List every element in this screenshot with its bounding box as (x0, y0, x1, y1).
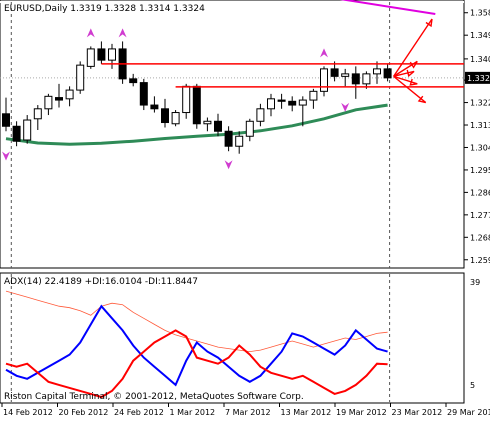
bear-candle-body (214, 120, 222, 132)
price-tick-label: 1.2775 (470, 211, 490, 220)
price-tick-label: 1.2595 (470, 256, 490, 265)
projection-arrow (393, 75, 418, 85)
fractal-up-icon (118, 28, 127, 38)
bear-candle-body (277, 99, 286, 102)
bear-candle-body (383, 68, 392, 79)
bull-candle-body (256, 108, 265, 122)
indicator-title: ADX(14) 22.4189 +DI:16.0104 -DI:11.8447 (4, 277, 198, 287)
indicator-panel[interactable] (0, 272, 465, 404)
price-tick-label: 1.2865 (470, 188, 490, 197)
adx-lines: 39 5 (5, 278, 480, 399)
fractal-up-icon (86, 28, 95, 38)
bull-candle-body (33, 108, 42, 120)
bull-candle-body (235, 135, 244, 147)
candles (2, 41, 392, 154)
bear-candle-body (351, 73, 360, 85)
bull-candle-body (171, 112, 180, 125)
bull-candle-body (245, 120, 254, 137)
bull-candle-body (267, 98, 275, 110)
minus-di-line (5, 329, 388, 399)
moving-average (5, 103, 388, 146)
bull-candle-body (362, 73, 371, 85)
bull-candle-body (373, 68, 381, 75)
chart-drawings (101, 0, 464, 104)
price-tick-label: 1.3495 (470, 31, 490, 40)
price-tick-label: 1.3045 (470, 143, 490, 152)
panel-top-strip (0, 1, 464, 3)
trend-line (339, 0, 436, 15)
bear-candle-body (224, 130, 233, 147)
price-axis: 1.35851.34951.34001.33151.32251.31351.30… (464, 9, 490, 265)
price-tick-label: 1.2955 (470, 166, 490, 175)
bull-candle-body (203, 120, 212, 125)
time-tick-label: 29 Mar 2012 (447, 408, 490, 417)
projection-arrowhead (406, 69, 415, 78)
price-tick-label: 1.3585 (470, 9, 490, 18)
fractal-arrows (2, 28, 350, 170)
time-tick-label: 1 Mar 2012 (170, 408, 216, 417)
fractal-down-icon (224, 160, 233, 170)
bear-candle-body (97, 48, 106, 61)
bear-candle-body (2, 113, 10, 127)
plus-di-line (5, 304, 388, 387)
bear-candle-body (161, 108, 169, 124)
time-tick-label: 24 Feb 2012 (114, 408, 164, 417)
time-axis: 14 Feb 2012 20 Feb 2012 24 Feb 2012 1 Mar 2… (1, 403, 490, 417)
bull-candle-body (182, 85, 191, 114)
time-tick-label: 19 Mar 2012 (336, 408, 387, 417)
bull-candle-body (76, 64, 85, 91)
price-tick-label: 1.2685 (470, 233, 490, 242)
price-tick-label: 1.3400 (470, 55, 490, 64)
time-tick-label: 23 Mar 2012 (392, 408, 443, 417)
current-price-box (465, 71, 490, 84)
bull-candle-body (309, 90, 318, 101)
fractal-down-icon (341, 102, 350, 112)
moving-average-line (5, 103, 388, 146)
bull-candle-body (44, 95, 53, 110)
time-tick-label: 13 Mar 2012 (281, 408, 332, 417)
indicator-tick-label: 39 (470, 278, 480, 287)
bull-candle-body (86, 48, 95, 67)
projection-arrowhead (425, 18, 433, 28)
bear-candle-body (129, 78, 138, 84)
bull-candle-body (298, 99, 307, 106)
bull-candle-body (108, 48, 116, 61)
copyright-label: Riston Capital Terminal, © 2001-2012, Me… (4, 392, 304, 402)
time-tick-label: 7 Mar 2012 (225, 408, 271, 417)
bull-candle-body (65, 89, 74, 100)
price-grid (0, 2, 464, 402)
projection-arrow (393, 60, 418, 77)
fractal-down-icon (2, 151, 10, 161)
main-chart-title: EURUSD,Daily 1.3319 1.3328 1.3314 1.3324 (4, 4, 205, 14)
price-tick-label: 1.3135 (470, 121, 490, 130)
time-tick-label: 20 Feb 2012 (59, 408, 109, 417)
projection-arrowhead (417, 95, 426, 104)
bull-candle-body (23, 119, 32, 141)
adx-line (5, 290, 388, 353)
indicator-tick-label: 5 (470, 381, 475, 390)
current-price-label: 1.3324 (467, 74, 490, 83)
projection-arrowhead (409, 78, 418, 86)
bull-candle-body (320, 68, 328, 92)
bear-candle-body (12, 125, 21, 142)
projection-arrowhead (409, 61, 418, 69)
projection-arrow (393, 70, 415, 78)
time-tick-label: 14 Feb 2012 (3, 408, 53, 417)
bear-candle-body (150, 104, 159, 110)
bear-candle-body (55, 97, 63, 101)
bear-candle-body (139, 82, 148, 106)
bear-candle-body (288, 100, 297, 106)
price-tick-label: 1.3225 (470, 99, 490, 108)
projection-arrow (393, 18, 433, 77)
bear-candle-body (192, 85, 201, 125)
bear-candle-body (330, 68, 339, 77)
bull-candle-body (341, 73, 350, 77)
fractal-up-icon (320, 48, 328, 58)
